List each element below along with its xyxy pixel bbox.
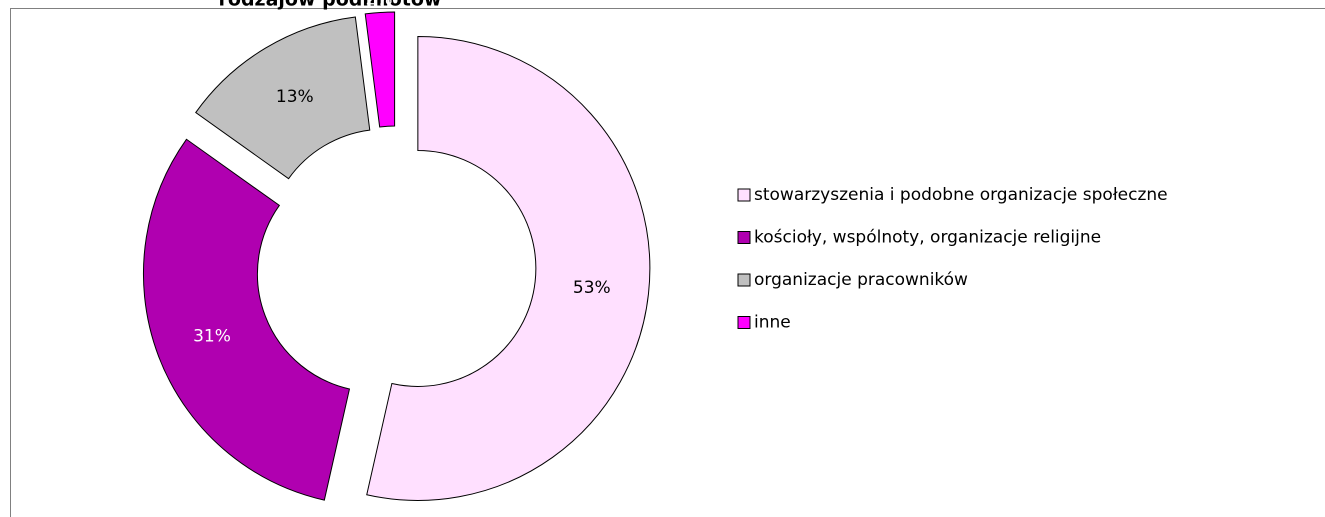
data-label: 2% (366, 0, 393, 10)
data-label: 31% (193, 326, 231, 346)
legend-swatch (737, 231, 751, 244)
legend-label: kościoły, wspólnoty, organizacje religij… (754, 228, 1101, 248)
legend-label: organizacje pracowników (754, 270, 968, 290)
data-label: 13% (276, 87, 314, 107)
donut-slice (364, 11, 396, 128)
donut-slice (195, 16, 371, 180)
data-label: 53% (573, 278, 611, 298)
donut-slice (366, 35, 651, 501)
chart-title: rodzajów podmiotów (219, 0, 442, 11)
legend-label: inne (754, 313, 791, 333)
legend-swatch (737, 273, 751, 287)
donut-slice (142, 138, 351, 501)
legend-swatch (737, 316, 751, 329)
legend-swatch (737, 188, 751, 202)
legend-label: stowarzyszenia i podobne organizacje spo… (754, 185, 1168, 205)
